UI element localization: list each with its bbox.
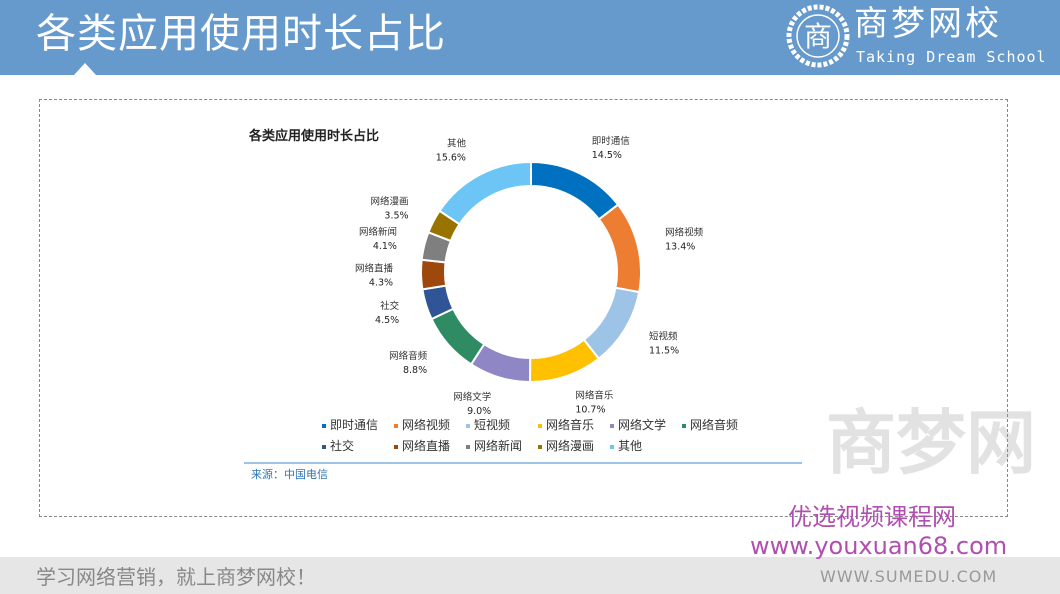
footer-bar	[0, 557, 1060, 594]
legend-label: 网络直播	[402, 439, 451, 453]
legend-item: 即时通信	[322, 416, 394, 437]
legend-item: 网络直播	[394, 437, 466, 458]
donut-slice	[528, 338, 601, 383]
legend-label: 网络文学	[618, 418, 667, 432]
legend-label: 社交	[330, 439, 355, 453]
legend-label: 短视频	[474, 418, 511, 432]
data-label-value: 11.5%	[649, 346, 679, 357]
legend-swatch	[394, 444, 398, 449]
legend-swatch	[466, 444, 470, 449]
legend-item: 网络漫画	[538, 437, 610, 458]
legend-item: 短视频	[466, 416, 538, 437]
legend-swatch	[322, 444, 326, 449]
legend-label: 网络漫画	[546, 439, 595, 453]
legend-label: 网络新闻	[474, 439, 523, 453]
page-title: 各类应用使用时长占比	[36, 11, 446, 57]
data-label-category: 网络文学	[453, 391, 491, 403]
legend-item: 网络新闻	[466, 437, 538, 458]
watermark-text: 优选视频课程网	[788, 503, 956, 531]
legend-swatch	[322, 423, 326, 428]
header-notch	[74, 63, 96, 75]
data-label-category: 网络音频	[389, 350, 428, 362]
legend-label: 网络视频	[402, 418, 451, 432]
chart-source: 来源：中国电信	[251, 468, 328, 481]
data-label-value: 3.5%	[384, 210, 408, 221]
watermark-background: 商梦网	[826, 402, 1036, 484]
donut-slice	[420, 258, 448, 291]
source-divider	[244, 462, 802, 464]
legend-swatch	[538, 444, 542, 449]
data-label-category: 即时通信	[592, 135, 630, 147]
data-label-value: 10.7%	[575, 405, 605, 416]
legend-label: 网络音乐	[546, 418, 595, 432]
legend-swatch	[682, 423, 686, 428]
donut-slice	[430, 307, 486, 366]
legend-item: 其他	[610, 437, 682, 458]
donut-slice	[597, 203, 642, 294]
legend-label: 即时通信	[330, 418, 379, 432]
logo-seal-icon: 商	[786, 4, 850, 68]
legend-swatch	[466, 423, 470, 428]
data-label-value: 9.0%	[467, 406, 491, 417]
legend-swatch	[394, 423, 398, 428]
logo: 商 商梦网校 Taking Dream School	[786, 4, 1056, 70]
legend-label: 其他	[618, 439, 643, 453]
donut-slice	[438, 160, 532, 226]
data-label-value: 4.1%	[373, 241, 397, 252]
data-label-value: 15.6%	[436, 152, 466, 163]
legend-item: 社交	[322, 437, 394, 458]
legend-item: 网络音乐	[538, 416, 610, 437]
data-label-value: 4.3%	[369, 277, 393, 288]
data-label-value: 14.5%	[592, 150, 622, 161]
logo-name: 商梦网校	[854, 4, 1002, 44]
legend-swatch	[538, 423, 542, 428]
data-label-category: 其他	[447, 137, 467, 149]
legend-label: 网络音频	[690, 418, 739, 432]
donut-slice	[582, 286, 641, 361]
legend-item: 网络文学	[610, 416, 682, 437]
data-label-value: 4.5%	[375, 315, 399, 326]
logo-subtitle: Taking Dream School	[856, 48, 1047, 66]
legend-swatch	[610, 423, 614, 428]
chart-title: 各类应用使用时长占比	[249, 129, 380, 144]
watermark-url-2: WWW.SUMEDU.COM	[820, 567, 998, 586]
data-label-category: 网络漫画	[371, 195, 409, 207]
data-label-category: 网络视频	[665, 227, 704, 239]
data-label-category: 短视频	[649, 331, 678, 343]
chart-frame	[39, 99, 1008, 517]
footer-slogan: 学习网络营销，就上商梦网校！	[36, 565, 316, 589]
donut-slice	[530, 160, 620, 221]
logo-seal-text: 商	[804, 20, 832, 53]
legend-item: 网络视频	[394, 416, 466, 437]
header-bar	[0, 0, 1060, 75]
legend-swatch	[610, 444, 614, 449]
data-label-category: 网络新闻	[359, 226, 397, 238]
chart-legend: 即时通信 网络视频 短视频 网络音乐 网络文学 网络音频社交 网络直播 网络新闻 网络漫画 其他	[322, 416, 762, 458]
data-label-value: 8.8%	[403, 365, 427, 376]
data-label-category: 社交	[380, 300, 400, 312]
data-label-category: 网络音乐	[575, 390, 614, 402]
watermark-url: www.youxuan68.com	[750, 532, 1008, 560]
data-label-value: 13.4%	[665, 242, 695, 253]
legend-item: 网络音频	[682, 416, 754, 437]
data-label-category: 网络直播	[355, 262, 394, 274]
